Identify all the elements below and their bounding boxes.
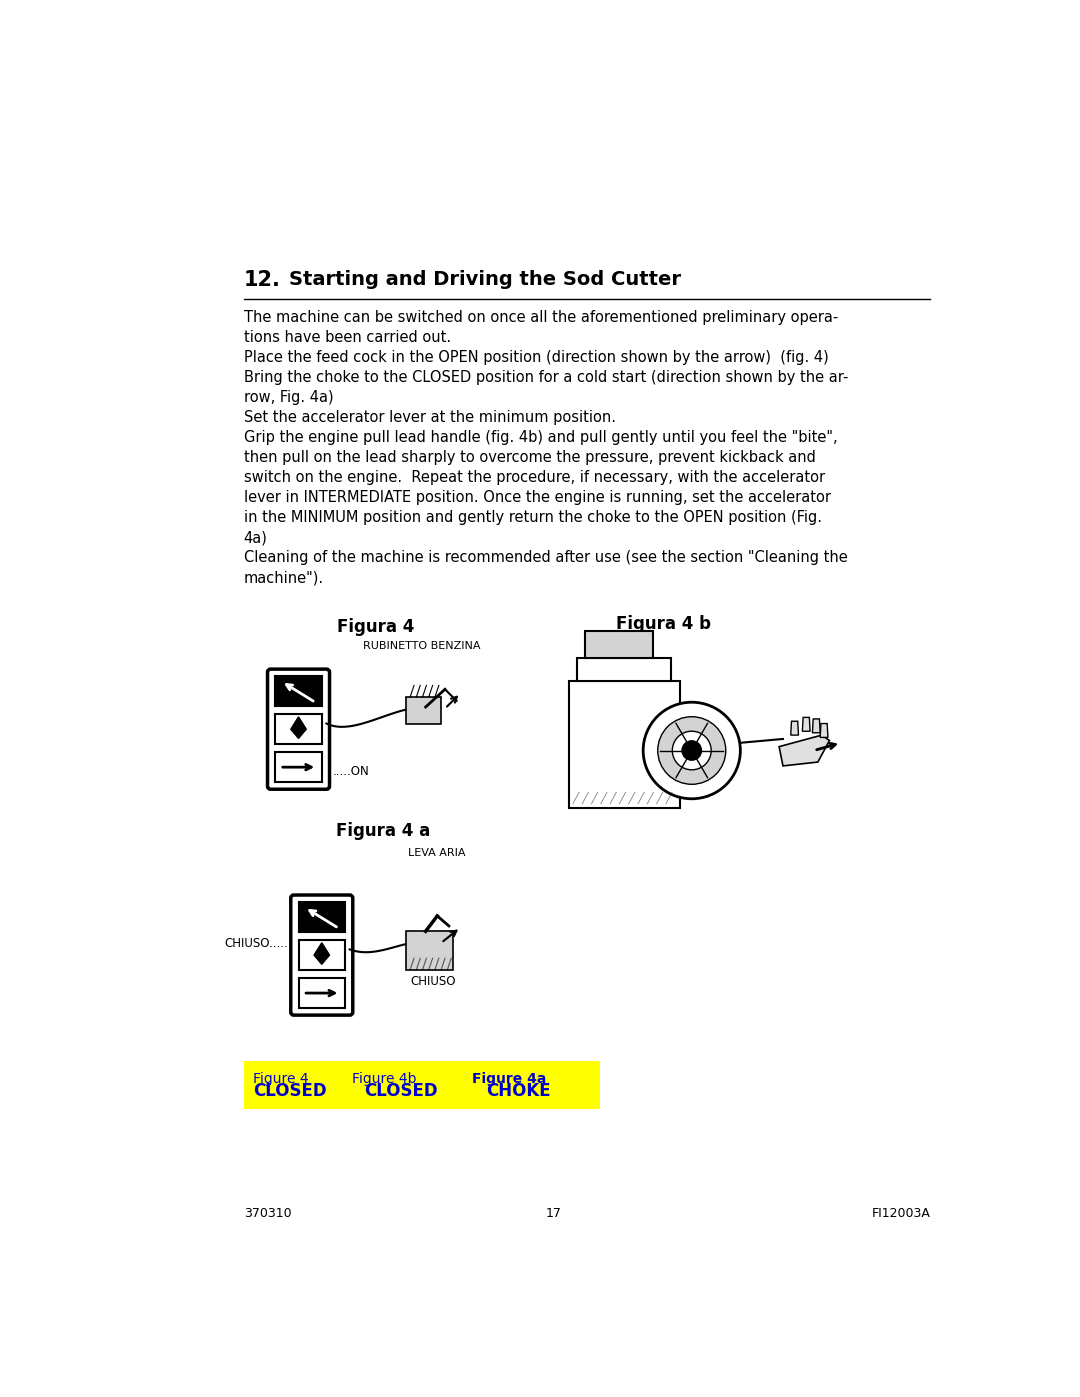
Text: switch on the engine.  Repeat the procedure, if necessary, with the accelerator: switch on the engine. Repeat the procedu… <box>244 469 825 485</box>
Text: 4a): 4a) <box>244 529 268 545</box>
Polygon shape <box>291 717 307 739</box>
Text: CHIUSO.....: CHIUSO..... <box>224 937 287 950</box>
Text: Figura 4 b: Figura 4 b <box>616 616 711 633</box>
Text: CLOSED: CLOSED <box>364 1083 437 1101</box>
Bar <box>298 978 345 1009</box>
Polygon shape <box>812 719 820 733</box>
Text: Figure 4a: Figure 4a <box>472 1071 546 1085</box>
Bar <box>275 714 322 745</box>
Text: .....ON: .....ON <box>333 766 369 778</box>
Text: Figure 4: Figure 4 <box>253 1071 309 1085</box>
Text: tions have been carried out.: tions have been carried out. <box>244 330 451 345</box>
FancyBboxPatch shape <box>291 895 353 1016</box>
Text: CHIUSO: CHIUSO <box>410 975 456 988</box>
Text: CLOSED: CLOSED <box>253 1083 327 1101</box>
Text: CHOKE: CHOKE <box>486 1083 551 1101</box>
Text: FI12003A: FI12003A <box>872 1207 930 1220</box>
Polygon shape <box>802 718 810 731</box>
Circle shape <box>658 717 726 784</box>
Bar <box>244 1062 600 1109</box>
Bar <box>275 676 322 707</box>
Text: Figure 4b: Figure 4b <box>352 1071 417 1085</box>
Text: 17: 17 <box>545 1207 562 1220</box>
Text: 370310: 370310 <box>244 1207 292 1220</box>
Circle shape <box>673 731 712 770</box>
Bar <box>569 680 679 807</box>
Text: machine").: machine"). <box>244 570 324 585</box>
Text: Figura 4: Figura 4 <box>337 617 414 636</box>
Circle shape <box>683 740 702 760</box>
Bar <box>406 932 453 970</box>
Polygon shape <box>820 724 828 738</box>
Text: Grip the engine pull lead handle (fig. 4b) and pull gently until you feel the "b: Grip the engine pull lead handle (fig. 4… <box>244 430 837 446</box>
Circle shape <box>644 703 741 799</box>
Text: row, Fig. 4a): row, Fig. 4a) <box>244 390 334 405</box>
Text: LEVA ARIA: LEVA ARIA <box>408 848 465 858</box>
Text: lever in INTERMEDIATE position. Once the engine is running, set the accelerator: lever in INTERMEDIATE position. Once the… <box>244 490 831 506</box>
Text: The machine can be switched on once all the aforementioned preliminary opera-: The machine can be switched on once all … <box>244 310 838 326</box>
Polygon shape <box>791 721 798 735</box>
Text: 12.: 12. <box>244 270 281 289</box>
Text: Bring the choke to the CLOSED position for a cold start (direction shown by the : Bring the choke to the CLOSED position f… <box>244 370 848 386</box>
Polygon shape <box>779 735 829 766</box>
Polygon shape <box>406 697 441 724</box>
Bar <box>298 940 345 971</box>
Bar <box>275 752 322 782</box>
Text: Place the feed cock in the OPEN position (direction shown by the arrow)  (fig. 4: Place the feed cock in the OPEN position… <box>244 349 828 365</box>
Text: RUBINETTO BENZINA: RUBINETTO BENZINA <box>363 641 481 651</box>
Text: in the MINIMUM position and gently return the choke to the OPEN position (Fig.: in the MINIMUM position and gently retur… <box>244 510 822 525</box>
Polygon shape <box>314 943 329 964</box>
Text: Set the accelerator lever at the minimum position.: Set the accelerator lever at the minimum… <box>244 409 616 425</box>
Bar <box>298 902 345 932</box>
FancyBboxPatch shape <box>268 669 329 789</box>
Bar <box>584 630 652 658</box>
Bar <box>577 658 671 680</box>
Text: then pull on the lead sharply to overcome the pressure, prevent kickback and: then pull on the lead sharply to overcom… <box>244 450 815 465</box>
Text: Starting and Driving the Sod Cutter: Starting and Driving the Sod Cutter <box>288 270 680 289</box>
Text: Cleaning of the machine is recommended after use (see the section "Cleaning the: Cleaning of the machine is recommended a… <box>244 550 848 566</box>
Text: Figura 4 a: Figura 4 a <box>336 821 430 840</box>
